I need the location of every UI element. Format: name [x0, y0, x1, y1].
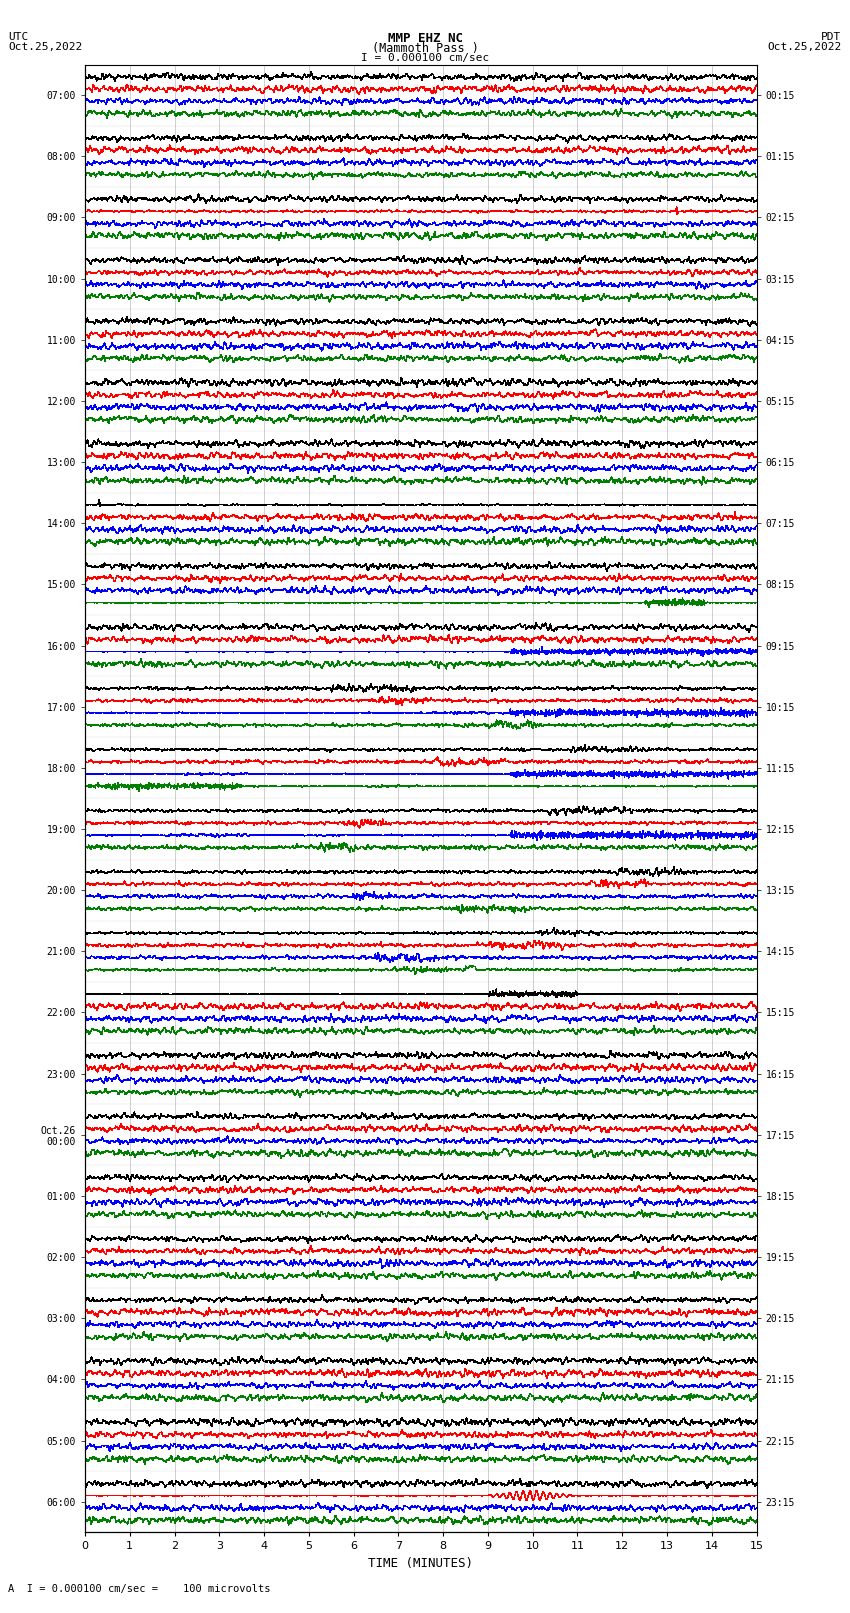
Text: UTC: UTC — [8, 32, 29, 42]
Text: MMP EHZ NC: MMP EHZ NC — [388, 32, 462, 45]
Text: PDT: PDT — [821, 32, 842, 42]
X-axis label: TIME (MINUTES): TIME (MINUTES) — [368, 1557, 473, 1569]
Text: Oct.25,2022: Oct.25,2022 — [8, 42, 82, 52]
Text: A  I = 0.000100 cm/sec =    100 microvolts: A I = 0.000100 cm/sec = 100 microvolts — [8, 1584, 271, 1594]
Text: Oct.25,2022: Oct.25,2022 — [768, 42, 842, 52]
Text: (Mammoth Pass ): (Mammoth Pass ) — [371, 42, 479, 55]
Text: I = 0.000100 cm/sec: I = 0.000100 cm/sec — [361, 53, 489, 63]
